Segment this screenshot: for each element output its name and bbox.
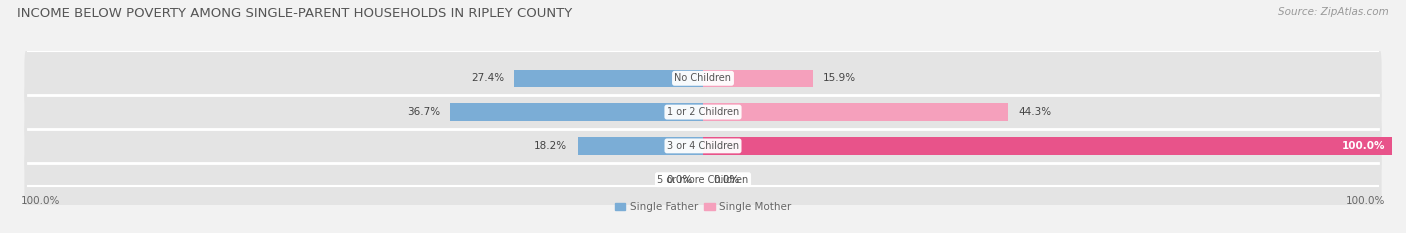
Text: INCOME BELOW POVERTY AMONG SINGLE-PARENT HOUSEHOLDS IN RIPLEY COUNTY: INCOME BELOW POVERTY AMONG SINGLE-PARENT… [17, 7, 572, 20]
Text: 1 or 2 Children: 1 or 2 Children [666, 107, 740, 117]
Bar [703, 69, 813, 87]
FancyBboxPatch shape [24, 149, 1382, 210]
Text: 0.0%: 0.0% [666, 175, 693, 185]
Text: 36.7%: 36.7% [406, 107, 440, 117]
Bar [703, 103, 1008, 121]
Text: 100.0%: 100.0% [21, 196, 60, 206]
Text: 15.9%: 15.9% [823, 73, 856, 83]
Bar [703, 137, 1392, 155]
Bar [578, 137, 703, 155]
Text: No Children: No Children [675, 73, 731, 83]
Bar [515, 69, 703, 87]
FancyBboxPatch shape [24, 81, 1382, 143]
Text: 27.4%: 27.4% [471, 73, 503, 83]
Text: 100.0%: 100.0% [1346, 196, 1385, 206]
Text: 44.3%: 44.3% [1018, 107, 1052, 117]
Text: 18.2%: 18.2% [534, 141, 567, 151]
Legend: Single Father, Single Mother: Single Father, Single Mother [614, 202, 792, 212]
Text: 3 or 4 Children: 3 or 4 Children [666, 141, 740, 151]
Text: 100.0%: 100.0% [1341, 141, 1385, 151]
Bar [450, 103, 703, 121]
Text: 0.0%: 0.0% [713, 175, 740, 185]
Text: Source: ZipAtlas.com: Source: ZipAtlas.com [1278, 7, 1389, 17]
FancyBboxPatch shape [24, 115, 1382, 177]
Text: 5 or more Children: 5 or more Children [658, 175, 748, 185]
FancyBboxPatch shape [24, 48, 1382, 109]
